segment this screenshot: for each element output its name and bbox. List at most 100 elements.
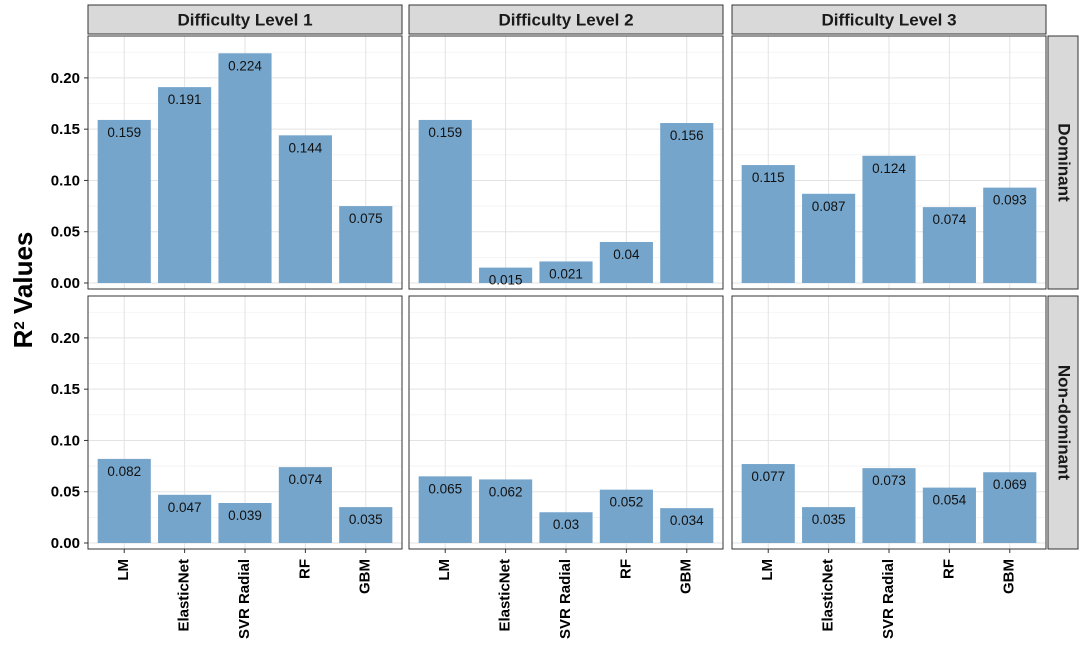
bar: [97, 119, 151, 283]
facet-panel: 0.159 0.191 0.224 0.144 0.075: [87, 35, 403, 290]
bar-value-label: 0.224: [228, 58, 262, 73]
bar-value-label: 0.144: [288, 140, 322, 155]
bar-value-label: 0.087: [812, 199, 846, 214]
bar: [418, 476, 472, 543]
column-strip-label: Difficulty Level 3: [821, 11, 956, 30]
bar-value-label: 0.074: [932, 212, 966, 227]
bar: [741, 464, 795, 543]
bar: [339, 206, 393, 283]
bar-value-label: 0.077: [751, 469, 785, 484]
bar: [479, 267, 533, 283]
y-tick-label: 0.10: [51, 432, 80, 449]
y-tick-label: 0.05: [51, 224, 80, 241]
y-tick-label: 0.20: [51, 330, 80, 347]
y-tick-label: 0.00: [51, 535, 80, 552]
column-strip: [408, 4, 724, 35]
x-tick-label: RF: [940, 559, 957, 579]
bar-value-label: 0.159: [428, 125, 462, 140]
x-tick-label: GBM: [357, 559, 374, 594]
bar: [922, 207, 976, 283]
bar-value-label: 0.047: [168, 500, 202, 515]
bar: [339, 507, 393, 543]
bar-value-label: 0.191: [168, 92, 202, 107]
facet-panel: 0.082 0.047 0.039 0.074 0.035: [87, 295, 403, 550]
column-strip: [87, 4, 403, 35]
x-tick-label: LM: [759, 559, 776, 581]
facet-panel: 0.077 0.035 0.073 0.054 0.069: [731, 295, 1047, 550]
bar: [983, 472, 1037, 543]
bar-value-label: 0.124: [872, 161, 906, 176]
bar-value-label: 0.015: [489, 273, 523, 288]
bar-value-label: 0.04: [613, 247, 640, 262]
bar: [660, 508, 714, 543]
bar-value-label: 0.065: [428, 481, 462, 496]
bar-value-label: 0.034: [670, 513, 704, 528]
x-tick-label: SVR Radial: [557, 559, 574, 639]
bar: [539, 261, 593, 283]
bar-value-label: 0.069: [993, 477, 1027, 492]
bar: [158, 87, 212, 283]
x-tick-label: RF: [296, 559, 313, 579]
bar: [862, 468, 916, 543]
y-axis-title: R2 Values: [8, 232, 38, 349]
bar-value-label: 0.159: [107, 125, 141, 140]
y-tick-label: 0.15: [51, 381, 80, 398]
column-strip-label: Difficulty Level 1: [177, 11, 312, 30]
bar: [802, 193, 856, 283]
x-tick-label: ElasticNet: [176, 559, 193, 632]
x-tick-label: ElasticNet: [820, 559, 837, 632]
x-tick-label: GBM: [678, 559, 695, 594]
bar-value-label: 0.021: [549, 266, 583, 281]
bar-value-label: 0.082: [107, 464, 141, 479]
bar: [599, 489, 653, 543]
y-axis-title-main: R: [8, 329, 38, 348]
bar-value-label: 0.035: [349, 512, 383, 527]
bar: [922, 487, 976, 543]
bar: [802, 507, 856, 543]
x-tick-label: GBM: [1001, 559, 1018, 594]
bar: [741, 165, 795, 283]
bar: [218, 503, 272, 543]
row-strip: [1047, 35, 1079, 290]
bar: [660, 123, 714, 283]
bar-value-label: 0.156: [670, 128, 704, 143]
bar-value-label: 0.062: [489, 484, 523, 499]
row-strip: [1047, 295, 1079, 550]
facet-panel: 0.115 0.087 0.124 0.074 0.093: [731, 35, 1047, 290]
bar: [539, 512, 593, 543]
bar: [862, 155, 916, 283]
bar: [418, 119, 472, 283]
bar: [983, 187, 1037, 283]
column-strip: [731, 4, 1047, 35]
y-axis-title-rest: Values: [8, 232, 38, 322]
row-strip-label: Non-dominant: [1055, 365, 1074, 481]
bar: [479, 479, 533, 543]
facet-panel: 0.159 0.015 0.021 0.04 0.156: [408, 35, 724, 290]
bar-value-label: 0.074: [288, 472, 322, 487]
bar: [97, 458, 151, 543]
y-tick-label: 0.00: [51, 275, 80, 292]
bar-value-label: 0.075: [349, 211, 383, 226]
y-tick-label: 0.20: [51, 70, 80, 87]
bar: [278, 135, 332, 283]
bar-value-label: 0.039: [228, 508, 262, 523]
column-strip-label: Difficulty Level 2: [498, 11, 633, 30]
bar: [158, 494, 212, 543]
bar-value-label: 0.093: [993, 193, 1027, 208]
y-tick-label: 0.05: [51, 484, 80, 501]
bar: [599, 241, 653, 283]
bar: [278, 467, 332, 543]
bar-value-label: 0.03: [553, 517, 579, 532]
panel-border: [87, 35, 403, 290]
facet-panel: 0.065 0.062 0.03 0.052 0.034: [408, 295, 724, 550]
y-tick-label: 0.15: [51, 121, 80, 138]
bar-value-label: 0.073: [872, 473, 906, 488]
bar-value-label: 0.035: [812, 512, 846, 527]
panel-border: [731, 35, 1047, 290]
x-tick-label: ElasticNet: [497, 559, 514, 632]
bar-value-label: 0.052: [609, 495, 643, 510]
x-tick-label: SVR Radial: [236, 559, 253, 639]
bar-value-label: 0.115: [752, 170, 785, 185]
row-strip-label: Dominant: [1055, 123, 1074, 202]
